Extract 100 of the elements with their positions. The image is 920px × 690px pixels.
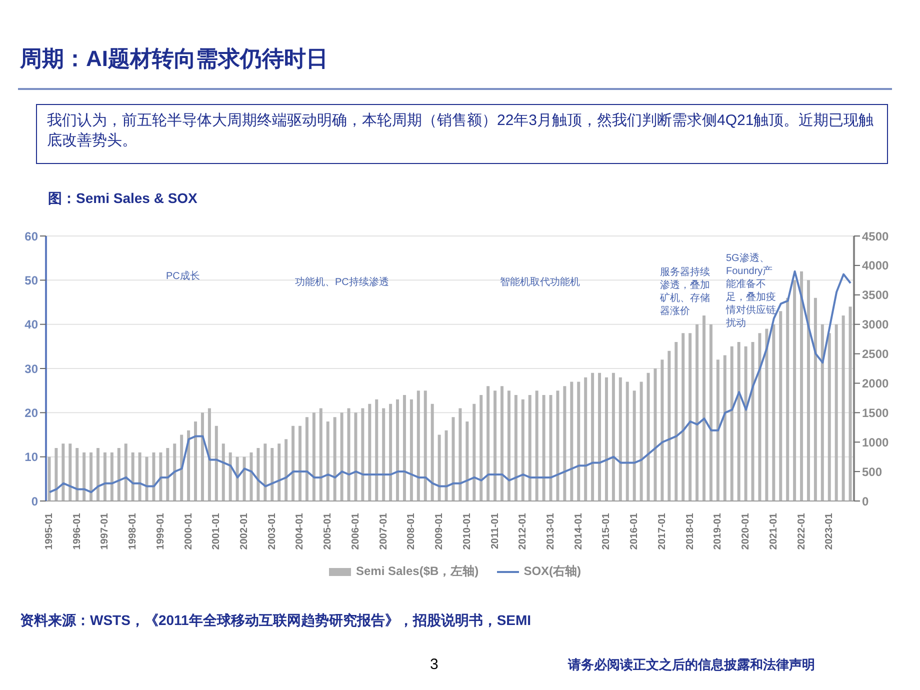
bar xyxy=(208,408,211,501)
x-tick-label: 2003-01 xyxy=(266,512,278,550)
bar xyxy=(375,399,378,501)
bar xyxy=(194,422,198,501)
bar xyxy=(806,280,810,501)
bar xyxy=(466,422,469,501)
bar xyxy=(82,452,86,501)
bar xyxy=(416,390,420,501)
bar xyxy=(222,444,225,501)
bar xyxy=(744,346,748,501)
bar xyxy=(472,404,476,501)
x-tick-label: 2019-01 xyxy=(712,512,724,550)
bar xyxy=(521,399,524,501)
bar xyxy=(430,404,434,501)
bar xyxy=(96,448,100,501)
x-tick-label: 2013-01 xyxy=(546,512,556,550)
bar xyxy=(278,444,281,501)
text: 请务必阅读正文之后的信息披露和法律声明 xyxy=(568,656,815,674)
x-tick-label: 1996-01 xyxy=(72,512,83,550)
bar xyxy=(62,444,65,501)
x-tick-label: 2010-01 xyxy=(462,512,473,550)
bar xyxy=(814,298,817,501)
bar xyxy=(389,404,392,501)
bar xyxy=(640,382,643,501)
bar xyxy=(709,324,712,501)
bar xyxy=(124,444,128,501)
bar xyxy=(654,368,657,501)
bar xyxy=(570,382,574,501)
bar xyxy=(591,372,594,501)
text: 资料来源：WSTS，《2011年全球移动互联网趋势研究报告》，招股说明书，SEMI xyxy=(20,612,532,630)
bar xyxy=(76,448,79,501)
bar xyxy=(54,448,58,501)
bar xyxy=(820,324,824,501)
bar xyxy=(396,399,400,501)
bar xyxy=(598,372,602,501)
y2-tick-label: 4500 xyxy=(862,229,890,244)
y-tick-label: 10 xyxy=(24,450,38,464)
x-tick-label: 2022-01 xyxy=(796,512,808,550)
bar xyxy=(382,408,386,501)
bar xyxy=(298,426,302,501)
bar xyxy=(480,395,483,501)
chart-subtitle: 我们认为，前五轮半导体大周期终端驱动明确，本轮周期（销售额）22年3月触顶，然我们判断需求侧4Q21触顶。近期已现触底改善势头。 xyxy=(36,104,888,164)
y2-tick-label: 1500 xyxy=(862,406,890,420)
bar xyxy=(103,452,106,501)
bar xyxy=(452,417,455,501)
bar xyxy=(696,324,699,501)
x-tick-label: 2018-01 xyxy=(684,512,696,550)
bar xyxy=(779,311,782,501)
bar xyxy=(250,452,253,501)
y-tick-label: 0 xyxy=(31,494,38,508)
bar xyxy=(173,444,176,501)
bar xyxy=(402,395,406,501)
bar xyxy=(612,372,615,501)
y-tick-label: 50 xyxy=(24,273,38,288)
x-tick-label: 2001-01 xyxy=(211,512,222,550)
x-tick-label: 2016-01 xyxy=(629,512,640,550)
bar xyxy=(800,271,804,501)
bar xyxy=(145,456,148,501)
x-tick-label: 2008-01 xyxy=(406,512,418,550)
bar xyxy=(368,404,372,501)
annotation: 5G渗透、Foundry产能准备不足，叠加疫情对供应链扰动 xyxy=(726,252,777,330)
bar xyxy=(786,298,790,501)
annotation: PC成长 xyxy=(166,270,201,283)
bar xyxy=(772,324,776,501)
bar xyxy=(438,434,441,501)
bar xyxy=(542,395,546,501)
bar xyxy=(507,390,510,501)
bar xyxy=(410,399,413,501)
bar xyxy=(563,386,566,501)
bar xyxy=(166,448,170,501)
bar xyxy=(90,452,93,501)
x-tick-label: 2006-01 xyxy=(350,512,362,550)
bar xyxy=(751,342,754,501)
x-tick-label: 2023-01 xyxy=(824,512,836,550)
bar xyxy=(444,430,448,501)
bar xyxy=(528,395,532,501)
bar xyxy=(842,316,845,501)
y2-tick-label: 0 xyxy=(862,494,869,508)
x-tick-label: 1997-01 xyxy=(100,512,111,550)
chart-title: 周期：AI题材转向需求仍待时日 xyxy=(20,45,328,73)
bar xyxy=(828,333,831,501)
bar xyxy=(270,448,274,501)
bar xyxy=(604,377,608,501)
bar xyxy=(138,452,142,501)
x-tick-label: 1998-01 xyxy=(128,512,139,550)
bar xyxy=(674,342,678,501)
y2-tick-label: 3500 xyxy=(862,288,890,302)
bar xyxy=(347,408,350,501)
bar xyxy=(500,386,504,501)
y-tick-label: 60 xyxy=(24,229,38,244)
x-tick-label: 2002-01 xyxy=(239,512,250,550)
text: 图：Semi Sales & SOX xyxy=(48,190,198,208)
bar xyxy=(668,350,671,501)
bar xyxy=(765,328,768,501)
y2-tick-label: 2000 xyxy=(862,376,890,390)
bar xyxy=(159,452,162,501)
x-tick-label: 2011-01 xyxy=(490,512,501,550)
bar xyxy=(730,346,734,501)
bar xyxy=(131,452,134,501)
y2-tick-label: 1000 xyxy=(862,435,890,450)
